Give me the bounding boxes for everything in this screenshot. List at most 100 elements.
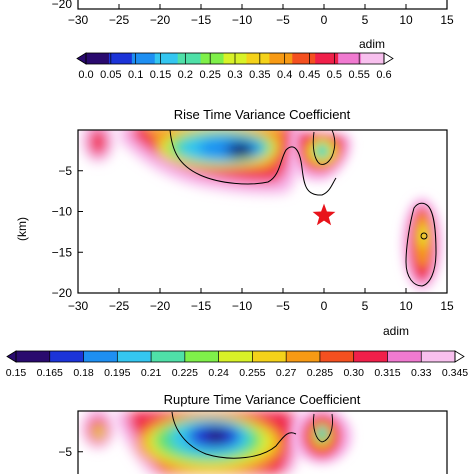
- colorbar-tick-label: 0.33: [411, 367, 432, 379]
- colorbar-tick-label: 0.5: [327, 69, 342, 81]
- colorbar-segment: [286, 351, 321, 362]
- patch-main-core: [235, 147, 249, 155]
- hypocenter-star: [312, 203, 336, 226]
- colorbar-segment: [200, 53, 224, 64]
- colorbar-tick-label: 0.45: [299, 69, 320, 81]
- rise-time-x-tick-label: −15: [191, 299, 212, 313]
- colorbar-segment: [319, 351, 355, 362]
- panel-top-x-tick-label: −30: [68, 13, 89, 27]
- colorbar-segment: [292, 53, 316, 64]
- panel-rupture-time-title: Rupture Time Variance Coefficient: [164, 392, 361, 407]
- colorbar-segment: [184, 351, 220, 362]
- contour-center: [312, 130, 336, 165]
- colorbar-segment: [421, 351, 456, 362]
- panel-top-x-tick-label: −5: [276, 13, 290, 27]
- colorbar-segment: [49, 351, 84, 362]
- patch-center-cyan: [318, 146, 326, 156]
- rise-time-x-tick-label: 10: [399, 299, 413, 313]
- colorbar-tick-label: 0.0: [78, 69, 93, 81]
- colorbar-segment: [246, 53, 270, 64]
- colorbar-tick-label: 0.195: [104, 367, 130, 379]
- patch-left-core: [89, 130, 107, 156]
- colorbar-1: adim 0.0 0.05 0.1 0.15 0.2 0.25 0.3 0.35 0.4 0.45…: [76, 37, 394, 81]
- colorbar-segment: [269, 53, 293, 64]
- colorbar-tick-label: 0.1: [128, 69, 143, 81]
- colorbar-tick-label: 0.15: [150, 69, 171, 81]
- colorbar-tick-label: 0.225: [172, 367, 198, 379]
- rise-time-x-tick-label: −5: [276, 299, 290, 313]
- colorbar-segment: [338, 53, 362, 64]
- colorbar-tick-label: 0.30: [343, 367, 364, 379]
- colorbar-tick-label: 0.55: [348, 69, 369, 81]
- rpatch-left-yellow: [94, 425, 104, 439]
- contour-main: [169, 130, 337, 196]
- colorbar-segment: [154, 53, 179, 64]
- colorbar-tick-label: 0.24: [208, 367, 229, 379]
- panel-top-x-tick-label: 5: [362, 13, 369, 27]
- colorbar-tick-label: 0.255: [239, 367, 265, 379]
- panel-top-x-tick-label: −25: [109, 13, 130, 27]
- panel-top-x-tick-label: 0: [321, 13, 328, 27]
- rpatch-center-cyan: [319, 427, 325, 437]
- rise-time-y-tick-label: −10: [52, 205, 73, 219]
- colorbar-segment: [108, 53, 133, 64]
- panel-top-partial: −30 −25 −20 −15 −10 −5 0 5 10 15 −20: [52, 0, 454, 27]
- colorbar-tick-label: 0.25: [199, 69, 220, 81]
- colorbar-tick-label: 0.18: [73, 367, 94, 379]
- panel-rise-time: Rise Time Variance Coefficient: [15, 107, 454, 313]
- rise-time-y-tick-label: −15: [52, 245, 73, 259]
- rise-time-x-tick-label: −30: [68, 299, 89, 313]
- colorbar-tick-label: 0.35: [249, 69, 270, 81]
- rupture-time-heatmap: [82, 411, 352, 474]
- rise-time-x-tick-label: 0: [321, 299, 328, 313]
- rise-time-x-tick-label: −20: [150, 299, 171, 313]
- colorbar-segment: [387, 351, 422, 362]
- colorbar-segment: [117, 351, 152, 362]
- colorbar-segment: [252, 351, 287, 362]
- patch-deep-yellow: [419, 224, 427, 248]
- colorbar-segment: [86, 53, 110, 64]
- colorbar-segment: [16, 351, 51, 362]
- colorbar-tick-label: 0.3: [227, 69, 242, 81]
- rise-time-x-tick-label: 15: [440, 299, 454, 313]
- panel-rupture-time: Rupture Time Variance Coefficient: [58, 392, 448, 474]
- colorbar-segment: [361, 53, 385, 64]
- panel-rupture-time-frame: [77, 410, 448, 474]
- colorbar-segment: [131, 53, 156, 64]
- panel-top-frame: [77, 0, 448, 10]
- rise-time-y-tick-label: −20: [52, 286, 73, 300]
- panel-top-x-tick-label: 15: [440, 13, 454, 27]
- colorbar-2-unit: adim: [383, 324, 409, 338]
- contour-deep: [405, 202, 437, 287]
- colorbar-tick-label: 0.315: [374, 367, 400, 379]
- rupture-contour-center: [313, 413, 333, 443]
- panel-top-x-tick-label: −20: [150, 13, 171, 27]
- panel-rise-time-ylabel: (km): [15, 217, 29, 241]
- rupture-time-y-tick-label: −5: [58, 445, 72, 459]
- colorbar-segment: [218, 351, 253, 362]
- colorbar-1-unit: adim: [359, 37, 385, 51]
- colorbar-tick-label: 0.21: [141, 367, 162, 379]
- panel-rise-time-title: Rise Time Variance Coefficient: [174, 107, 351, 122]
- colorbar-tick-label: 0.4: [277, 69, 292, 81]
- colorbar-segment: [177, 53, 202, 64]
- colorbar-tick-label: 0.15: [6, 367, 27, 379]
- colorbar-2: adim 0.15 0.165 0.18 0.195 0.21 0.225 0.24 0.25…: [6, 324, 469, 379]
- colorbar-tick-label: 0.345: [442, 367, 468, 379]
- colorbar-tick-label: 0.2: [178, 69, 193, 81]
- rpatch-main-core: [205, 429, 227, 443]
- colorbar-tick-label: 0.27: [276, 367, 297, 379]
- panel-top-x-tick-label: −15: [191, 13, 212, 27]
- panel-top-x-tick-label: 10: [399, 13, 413, 27]
- colorbar-segment: [353, 351, 388, 362]
- colorbar-tick-label: 0.05: [100, 69, 121, 81]
- rise-time-x-tick-label: −10: [232, 299, 253, 313]
- panel-top-x-tick-label: −10: [232, 13, 253, 27]
- colorbar-tick-label: 0.165: [37, 367, 63, 379]
- rise-time-x-tick-label: 5: [362, 299, 369, 313]
- panel-top-x-ticks: −30 −25 −20 −15 −10 −5 0 5 10 15: [68, 4, 454, 27]
- colorbar-high-triangle: [383, 52, 394, 65]
- colorbar-low-triangle: [6, 350, 17, 363]
- colorbar-high-triangle: [454, 350, 465, 363]
